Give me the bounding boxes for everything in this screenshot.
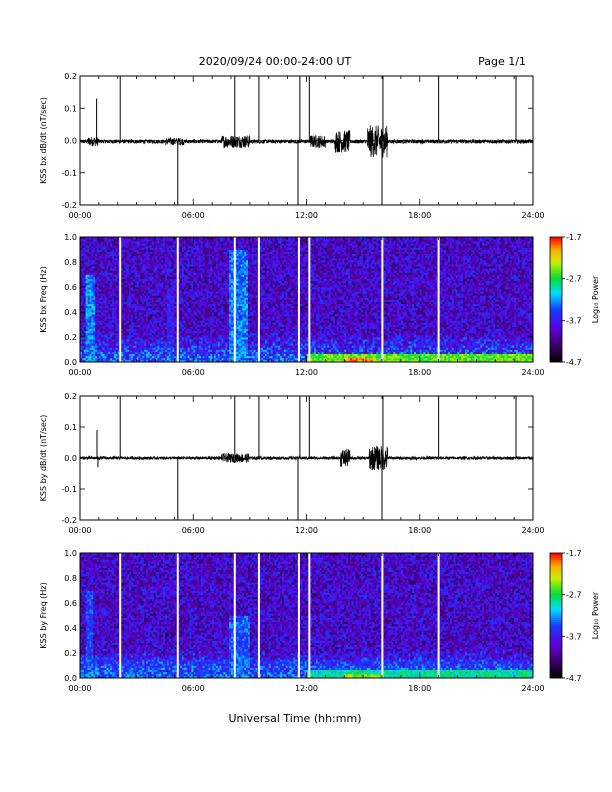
colorbar-tick-label: -1.7 — [566, 549, 582, 558]
spectrogram-cells — [80, 553, 533, 678]
data-gap-0 — [119, 553, 121, 678]
page-indicator: Page 1/1 — [478, 55, 526, 68]
y-tick-label: -0.2 — [61, 516, 77, 525]
x-tick-label: 06:00 — [182, 211, 205, 220]
y-tick-label: 0.1 — [64, 423, 77, 432]
y-tick-label: 0.2 — [64, 333, 77, 342]
y-tick-label: 0.0 — [64, 674, 77, 683]
x-axis-label: Universal Time (hh:mm) — [229, 712, 362, 725]
colorbar — [550, 237, 562, 362]
data-gap-2 — [234, 237, 236, 362]
y-tick-label: -0.1 — [61, 169, 77, 178]
y-tick-label: 0.4 — [64, 624, 77, 633]
x-tick-label: 18:00 — [408, 526, 431, 535]
colorbar-tick-label: -4.7 — [566, 674, 582, 683]
data-gap-6 — [381, 237, 383, 362]
x-tick-label: 24:00 — [521, 684, 544, 693]
y-tick-label: 0.0 — [64, 358, 77, 367]
colorbar-tick-label: -3.7 — [566, 316, 582, 325]
y-tick-label: 0.0 — [64, 454, 77, 463]
y-tick-label: 0.4 — [64, 308, 77, 317]
x-tick-label: 00:00 — [68, 526, 91, 535]
y-tick-label: 0.2 — [64, 392, 77, 401]
y-axis-label: KSS bx Freq (Hz) — [39, 266, 48, 332]
x-tick-label: 24:00 — [521, 368, 544, 377]
data-gap-6 — [381, 553, 383, 678]
y-tick-label: 0.8 — [64, 574, 77, 583]
x-tick-label: 12:00 — [295, 368, 318, 377]
x-tick-label: 12:00 — [295, 526, 318, 535]
x-tick-label: 18:00 — [408, 211, 431, 220]
y-tick-label: -0.1 — [61, 485, 77, 494]
x-tick-label: 00:00 — [68, 684, 91, 693]
y-tick-label: 0.2 — [64, 72, 77, 81]
colorbar-tick-label: -2.7 — [566, 591, 582, 600]
data-gap-4 — [298, 553, 300, 678]
y-tick-label: 1.0 — [64, 549, 77, 558]
data-gap-0 — [119, 237, 121, 362]
x-tick-label: 12:00 — [295, 211, 318, 220]
panels-group: -0.2 -0.1 0.0 0.1 0.2 00:00 06:00 12:00 18:00 24:… — [39, 72, 600, 693]
colorbar-tick-label: -2.7 — [566, 275, 582, 284]
data-gap-5 — [308, 553, 310, 678]
x-tick-label: 12:00 — [295, 684, 318, 693]
x-tick-label: 00:00 — [68, 368, 91, 377]
figure-title: 2020/09/24 00:00-24:00 UT — [199, 55, 352, 68]
colorbar-label: Log₁₀ Power — [591, 591, 600, 639]
data-gap-1 — [177, 553, 179, 678]
data-gap-3 — [258, 553, 260, 678]
colorbar — [550, 553, 562, 678]
data-gap-1 — [177, 237, 179, 362]
x-tick-label: 24:00 — [521, 526, 544, 535]
x-tick-label: 06:00 — [182, 526, 205, 535]
y-tick-label: 0.2 — [64, 649, 77, 658]
spectrogram-cells — [80, 237, 533, 362]
y-axis-label: KSS by dB/dt (nT/sec) — [39, 415, 48, 502]
y-tick-label: 0.0 — [64, 137, 77, 146]
data-gap-7 — [438, 237, 440, 362]
colorbar-tick-label: -4.7 — [566, 358, 582, 367]
y-tick-label: 0.6 — [64, 283, 77, 292]
x-tick-label: 06:00 — [182, 684, 205, 693]
y-axis-label: KSS bx dB/dt (nT/sec) — [39, 97, 48, 184]
x-tick-label: 06:00 — [182, 368, 205, 377]
colorbar-tick-label: -1.7 — [566, 233, 582, 242]
x-tick-label: 00:00 — [68, 211, 91, 220]
y-tick-label: 0.1 — [64, 104, 77, 113]
data-gap-4 — [298, 237, 300, 362]
signal-trace — [80, 446, 533, 470]
y-tick-label: 1.0 — [64, 233, 77, 242]
x-tick-label: 18:00 — [408, 368, 431, 377]
colorbar-tick-label: -3.7 — [566, 632, 582, 641]
signal-trace — [80, 126, 533, 158]
y-tick-label: 0.8 — [64, 258, 77, 267]
y-tick-label: -0.2 — [61, 201, 77, 210]
data-gap-3 — [258, 237, 260, 362]
y-tick-label: 0.6 — [64, 599, 77, 608]
y-axis-label: KSS by Freq (Hz) — [39, 582, 48, 648]
colorbar-label: Log₁₀ Power — [591, 275, 600, 323]
x-tick-label: 18:00 — [408, 684, 431, 693]
data-gap-7 — [438, 553, 440, 678]
data-gap-5 — [308, 237, 310, 362]
data-gap-2 — [234, 553, 236, 678]
x-tick-label: 24:00 — [521, 211, 544, 220]
